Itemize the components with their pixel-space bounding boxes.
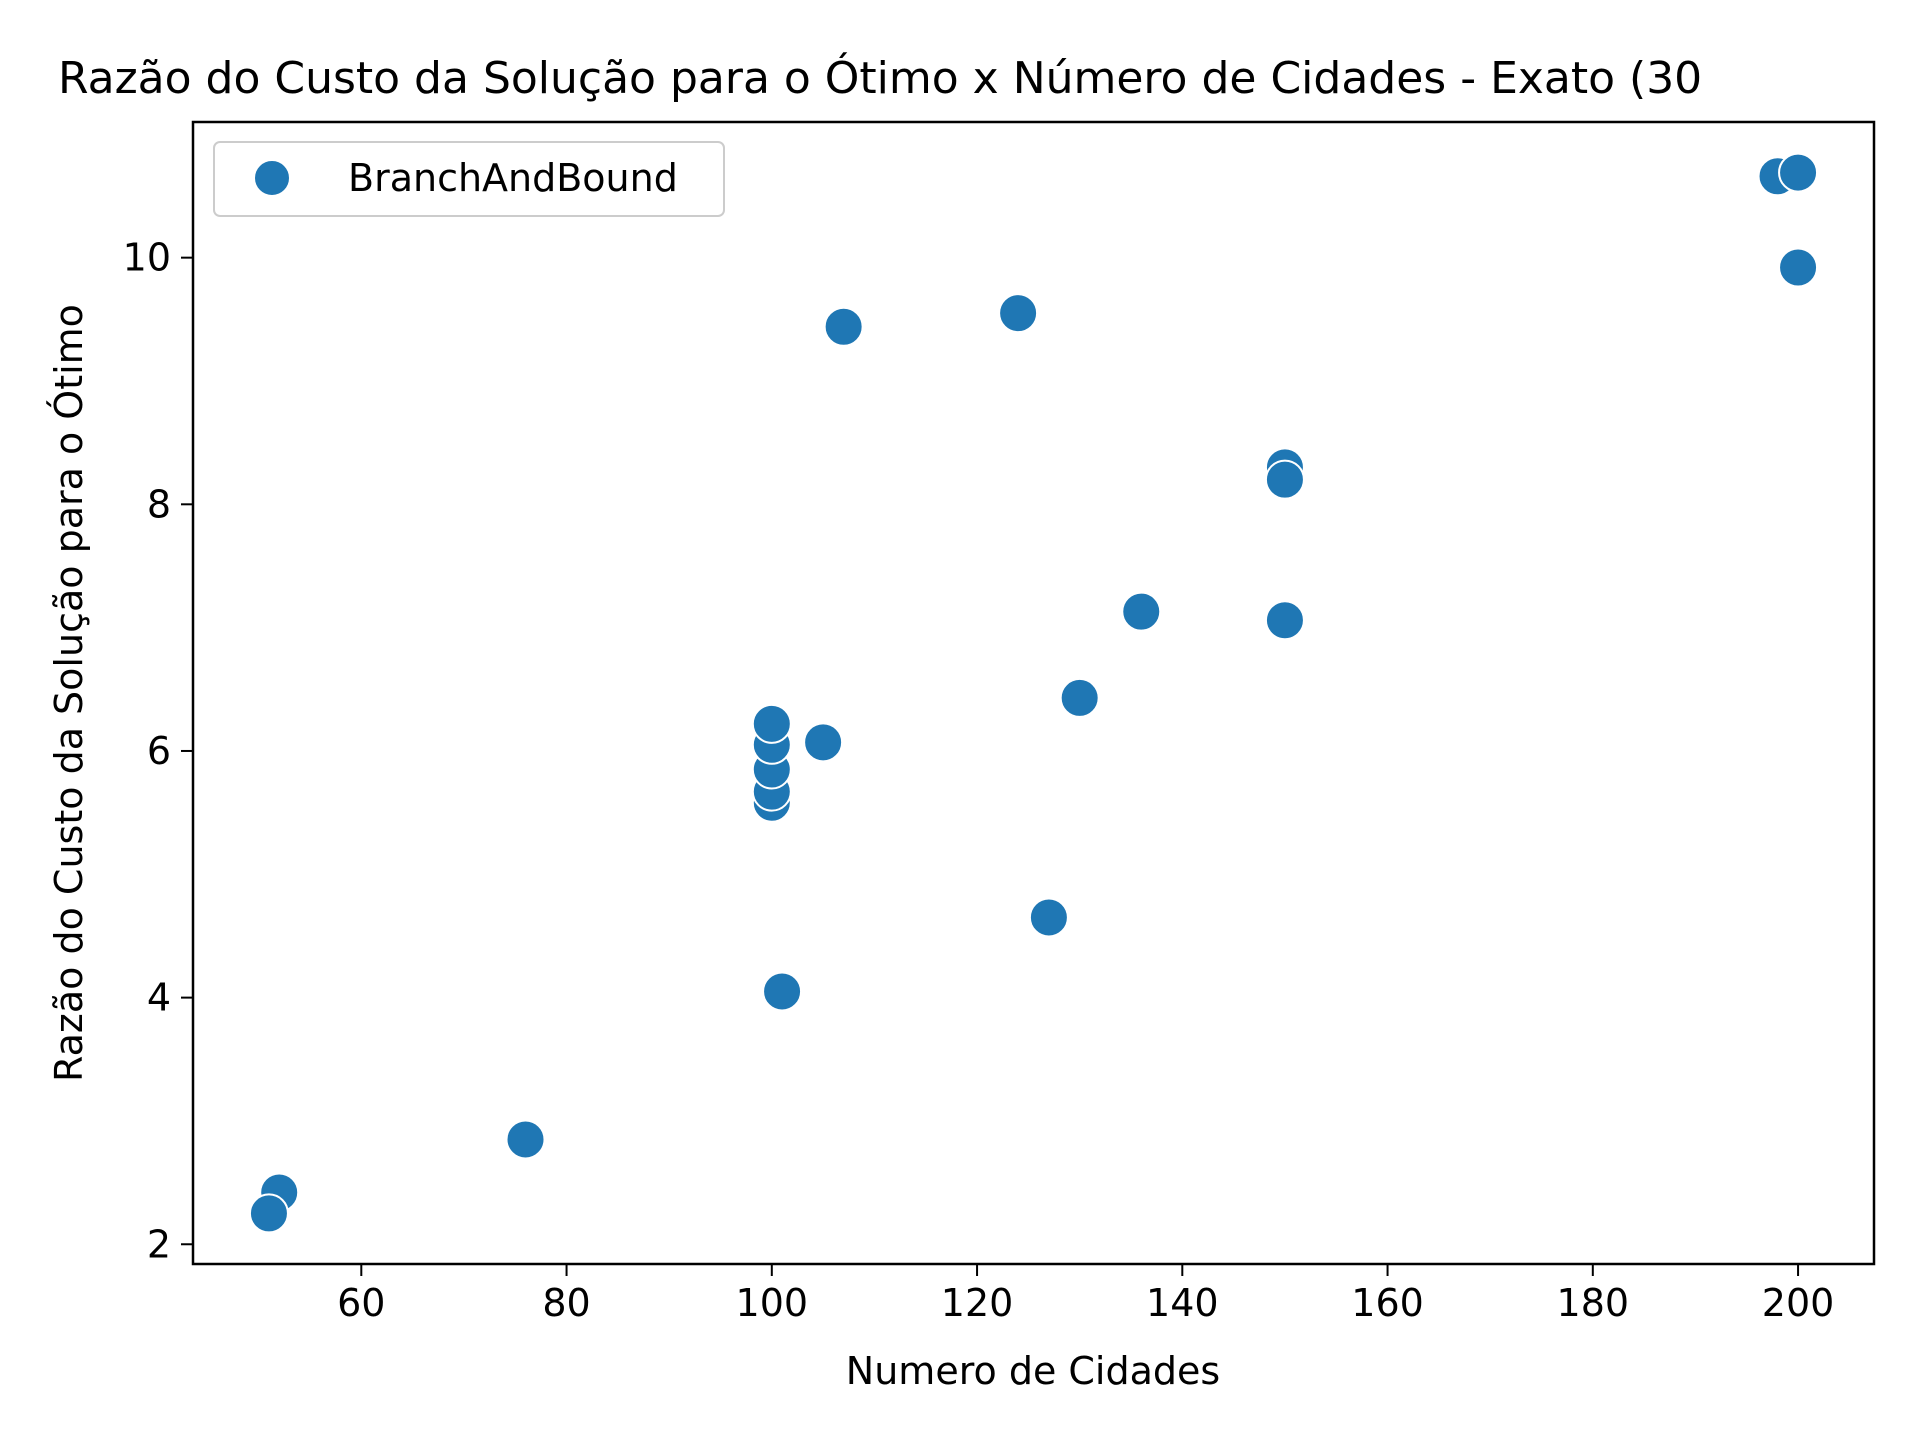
x-axis-label: Numero de Cidades <box>846 1349 1220 1393</box>
y-tick-label: 4 <box>147 976 171 1020</box>
data-point <box>1264 459 1305 500</box>
data-point <box>1121 591 1162 632</box>
y-axis: 2 4 6 8 10 <box>123 236 193 1266</box>
legend-label: BranchAndBound <box>348 156 678 200</box>
data-point <box>1059 677 1100 718</box>
x-tick-label: 60 <box>337 1281 385 1325</box>
legend-marker <box>253 159 291 197</box>
data-point <box>1778 152 1819 193</box>
x-tick-label: 100 <box>736 1281 809 1325</box>
x-tick-label: 80 <box>542 1281 590 1325</box>
data-point <box>823 306 864 347</box>
x-tick-label: 140 <box>1146 1281 1219 1325</box>
chart-title: Razão do Custo da Solução para o Ótimo x… <box>58 51 1702 104</box>
data-point <box>751 703 792 744</box>
x-tick-label: 180 <box>1557 1281 1630 1325</box>
axes-frame <box>191 120 1876 1266</box>
y-tick-label: 2 <box>147 1222 171 1266</box>
data-point <box>505 1119 546 1160</box>
y-tick-label: 6 <box>147 729 171 773</box>
y-axis-label: Razão do Custo da Solução para o Ótimo <box>47 304 91 1082</box>
data-point <box>1778 247 1819 288</box>
y-tick-label: 8 <box>147 482 171 526</box>
x-tick-label: 120 <box>941 1281 1014 1325</box>
plot-area <box>248 152 1819 1234</box>
x-axis: 60 80 100 120 140 160 180 200 <box>337 1264 1834 1325</box>
data-point <box>1264 600 1305 641</box>
data-point <box>1028 897 1069 938</box>
legend-box <box>213 141 725 217</box>
x-tick-label: 200 <box>1762 1281 1835 1325</box>
data-point <box>803 722 844 763</box>
data-point <box>762 971 803 1012</box>
y-tick-label: 10 <box>123 236 171 280</box>
data-point <box>248 1193 289 1234</box>
legend: BranchAndBound <box>213 141 725 217</box>
data-point <box>998 293 1039 334</box>
x-tick-label: 160 <box>1351 1281 1424 1325</box>
